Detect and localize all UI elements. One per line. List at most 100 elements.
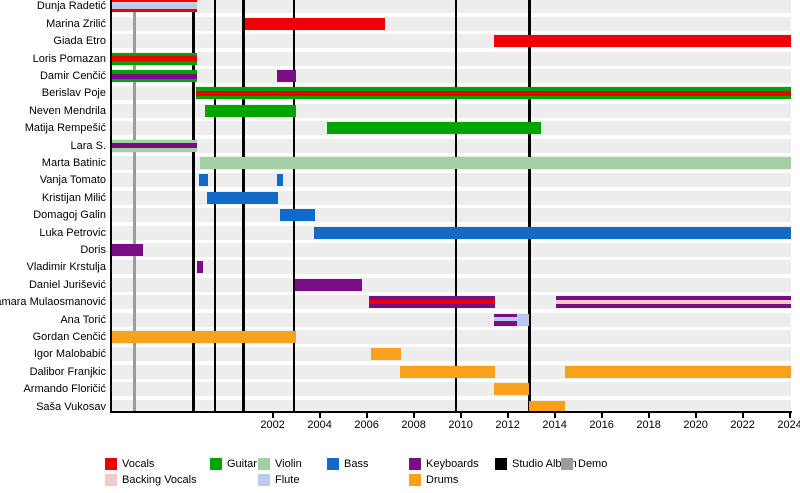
timeline-bar bbox=[280, 209, 315, 222]
row-stripe bbox=[110, 399, 791, 413]
axis-tick bbox=[788, 413, 791, 418]
legend-label: Vocals bbox=[122, 458, 155, 470]
member-name: Dalibor Franjkic bbox=[29, 365, 106, 378]
bar-segment-keyboards bbox=[556, 296, 792, 300]
member-name: Marta Batinic bbox=[41, 157, 106, 169]
member-name: Domagoj Galin bbox=[33, 209, 106, 222]
axis-tick-label: 2024 bbox=[777, 419, 800, 431]
bar-segment-keyboards bbox=[110, 73, 197, 79]
legend-swatch-violin bbox=[258, 458, 270, 470]
member-name: Marina Zrilić bbox=[46, 17, 106, 30]
member-name: Ana Torić bbox=[60, 313, 106, 326]
legend-label: Drums bbox=[426, 474, 459, 486]
row-stripe bbox=[110, 16, 791, 31]
bar-segment-vocals bbox=[196, 90, 792, 96]
demo-line bbox=[133, 0, 137, 411]
timeline-bar bbox=[494, 313, 518, 326]
bar-segment-keyboards bbox=[368, 296, 495, 300]
axis-tick-label: 2022 bbox=[730, 419, 755, 431]
bar-segment-vocals bbox=[110, 56, 197, 61]
bar-segment-vocals bbox=[245, 17, 386, 30]
member-name: Giada Etro bbox=[53, 35, 106, 48]
studio-album-line bbox=[213, 0, 217, 411]
bar-segment-keyboards bbox=[294, 278, 362, 291]
bar-segment-drums bbox=[111, 331, 297, 343]
legend-label: Violin bbox=[275, 458, 302, 470]
member-name: Gordan Cenčić bbox=[32, 331, 106, 343]
axis-tick-label: 2010 bbox=[448, 419, 473, 431]
row-stripe bbox=[110, 382, 791, 397]
legend-swatch-drums bbox=[409, 474, 421, 486]
member-name: Kristijan Milić bbox=[41, 191, 106, 204]
member-name: Luka Petrovic bbox=[39, 226, 106, 239]
bar-segment-bass bbox=[313, 226, 792, 239]
legend-label: Keyboards bbox=[426, 458, 479, 470]
legend-swatch-guitar bbox=[210, 458, 222, 470]
bar-segment-drums bbox=[529, 400, 565, 413]
studio-album-line bbox=[528, 0, 531, 411]
member-name: Armando Floričić bbox=[23, 383, 106, 396]
timeline-bar bbox=[206, 191, 279, 204]
timeline-bar bbox=[313, 226, 792, 239]
axis-tick-label: 2018 bbox=[636, 419, 661, 431]
bar-segment-flute bbox=[110, 4, 197, 10]
studio-album-line bbox=[292, 0, 296, 411]
axis-tick bbox=[694, 413, 697, 418]
legend-label: Demo bbox=[578, 458, 608, 470]
bar-segment-drums bbox=[494, 383, 530, 396]
bar-segment-bass bbox=[110, 60, 197, 62]
bar-segment-flute bbox=[494, 317, 518, 322]
bar-segment-drums bbox=[564, 365, 792, 378]
timeline-bar bbox=[205, 104, 296, 117]
legend-swatch-backing_vocals bbox=[105, 474, 117, 486]
legend-swatch-vocals bbox=[105, 458, 117, 470]
bar-segment-violin bbox=[110, 148, 198, 152]
member-name: Lara S. bbox=[70, 139, 106, 152]
timeline-bar bbox=[277, 174, 283, 187]
timeline-bar bbox=[494, 383, 530, 396]
bar-segment-backing_vocals bbox=[110, 2, 197, 5]
axis-tick-label: 2002 bbox=[260, 419, 285, 431]
bar-segment-guitar bbox=[110, 61, 197, 65]
row-stripe bbox=[110, 277, 791, 292]
timeline-bar bbox=[110, 139, 198, 152]
axis-tick-label: 2008 bbox=[401, 419, 426, 431]
timeline-bar bbox=[196, 261, 204, 274]
timeline-bar bbox=[111, 331, 297, 343]
axis-tick bbox=[459, 413, 462, 418]
member-name: Vladimir Krstulja bbox=[26, 261, 106, 274]
timeline-bar bbox=[199, 157, 792, 169]
studio-album-line bbox=[454, 0, 458, 411]
member-name: Damir Cenčić bbox=[39, 70, 106, 82]
bar-segment-drums bbox=[400, 365, 495, 378]
row-stripe bbox=[110, 347, 791, 362]
legend-swatch-demo bbox=[561, 458, 573, 470]
legend-swatch-studio_album bbox=[495, 458, 507, 470]
bar-segment-violin bbox=[110, 139, 198, 144]
axis-tick bbox=[600, 413, 603, 418]
bar-segment-keyboards bbox=[110, 143, 198, 149]
bar-segment-keyboards bbox=[494, 321, 518, 326]
timeline-bar bbox=[110, 244, 144, 256]
bar-segment-guitar bbox=[196, 87, 792, 91]
timeline-bar bbox=[277, 70, 297, 82]
plot-area bbox=[110, 0, 792, 413]
legend-swatch-keyboards bbox=[409, 458, 421, 470]
timeline-bar bbox=[400, 365, 495, 378]
bar-segment-bass bbox=[280, 209, 315, 222]
axis-tick bbox=[271, 413, 274, 418]
member-name: Vanja Tomato bbox=[39, 174, 106, 187]
bar-segment-keyboards bbox=[277, 70, 297, 82]
bar-segment-flute bbox=[517, 313, 530, 326]
member-name: Igor Malobabić bbox=[33, 348, 106, 361]
timeline-bar bbox=[370, 348, 402, 361]
timeline-bar bbox=[368, 296, 495, 309]
studio-album-line bbox=[242, 0, 245, 411]
bar-segment-backing_vocals bbox=[556, 300, 792, 305]
axis-tick bbox=[741, 413, 744, 418]
bar-segment-guitar bbox=[196, 95, 792, 100]
legend-label: Bass bbox=[344, 458, 369, 470]
axis-tick-label: 2016 bbox=[589, 419, 614, 431]
legend-label: Flute bbox=[275, 474, 300, 486]
row-stripe bbox=[110, 312, 791, 327]
